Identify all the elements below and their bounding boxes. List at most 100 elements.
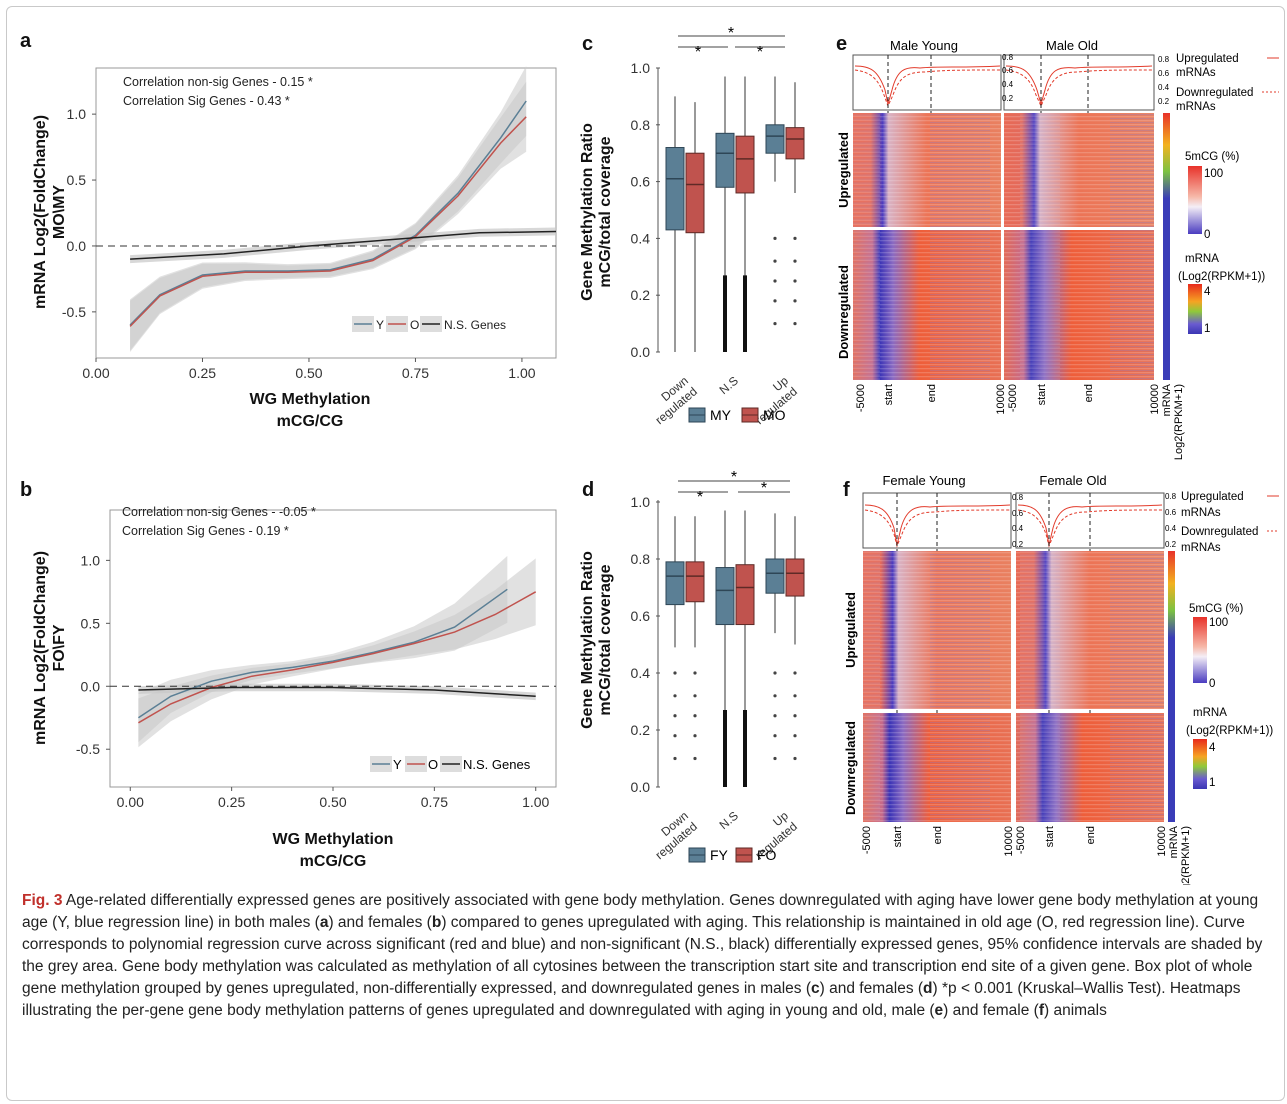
box-mo [735,135,755,194]
profile-tick-f-r4: 0.2 [1165,540,1177,549]
series-line-o [129,116,527,327]
y-tick-label: -0.5 [76,741,100,757]
xlabel-a-1: WG Methylation [250,391,371,408]
panel-label-e: e [836,33,847,55]
sig-star-d-3: * [761,480,767,497]
y-tick-label: 0.4 [631,665,651,681]
series-line-y [129,100,527,326]
ylabel-a-1: mRNA Log2(FoldChange) [32,115,49,309]
profile-tick-e-4: 0.2 [1002,94,1014,103]
legend-d-fy: FY [710,847,729,863]
sig-star-c-3: * [757,44,763,61]
outlier-point [773,734,777,738]
legend-f-mrnas-1: mRNAs [1181,507,1221,519]
y-tick-label: 1.0 [81,552,101,568]
heatmap-title-e-left: Male Young [890,38,958,53]
ylabel-a-2: MO\MY [51,185,68,240]
xtick-e-7: end [1083,384,1095,402]
legend-a-o: O [410,318,419,332]
legend-e-mrnas-1: mRNAs [1176,67,1216,79]
colorbar-f-5mcg [1193,617,1207,683]
row-label-f-down: Downregulated [843,721,858,815]
legend-d: FY FO [688,847,777,863]
profile-tick-f-r1: 0.8 [1165,492,1177,501]
outlier-point [773,756,777,761]
y-tick-label: 0.5 [67,172,87,188]
y-tick-label: 0.0 [631,779,651,795]
scale-f-5mcg: 5mCG (%) [1189,603,1243,615]
scale-e-mrna-max: 4 [1204,286,1211,298]
caption-segment: ) animals [1043,1002,1107,1019]
profile-tick-f-r2: 0.6 [1165,508,1177,517]
caption-fig-label: Fig. 3 [22,892,63,909]
legend-d-fo: FO [757,847,777,863]
xtick-f-6: start [1044,826,1056,847]
legend-c-mo: MO [763,407,786,423]
x-tick-label: 0.50 [319,794,346,810]
sig-star-c-2: * [695,44,701,61]
ci-band-nsgenes [130,227,556,264]
x-tick-label: 0.75 [421,794,448,810]
legend-e-up: Upregulated [1176,53,1239,65]
panel-e: e Male Young Male Old 0.8 0.6 0.4 0.2 0.… [836,33,1279,460]
y-tick-label: 0.2 [631,287,651,303]
outlier-point [673,671,677,675]
profile-tick-f-2: 0.6 [1012,509,1024,518]
outlier-point [773,714,777,718]
colorbar-e-mrna [1188,284,1202,334]
box-mo [685,152,705,234]
legend-b: Y O N.S. Genes [370,756,531,772]
xtick-e-6: start [1036,384,1048,405]
xtick-f-5: -5000 [1015,826,1027,854]
colorbar-e-5mcg [1188,166,1202,234]
legend-c-my: MY [710,407,732,423]
sig-star-d-1: * [731,469,737,486]
x-category-label: N.S [717,374,741,398]
figure-3: a 0.00 0.25 0.50 0.75 1.00-0.50.00.51.0 Corr… [20,25,1279,885]
caption-segment: f [1038,1002,1044,1019]
outlier-point [673,756,677,761]
scale-f-mrna-sub: (Log2(RPKM+1)) [1186,725,1273,737]
axis-ticks-b: 0.00 0.25 0.50 0.75 1.00 -0.5 0.0 0.5 1.0 [76,552,550,810]
y-tick-label: 0.6 [631,608,651,624]
axis-ticks-a: 0.00 0.25 0.50 0.75 1.00 -0.5 0.0 0.5 1.0 [62,106,536,381]
xtick-f-4: 10000 [1003,826,1015,857]
scale-e-mrna-sub: (Log2(RPKM+1)) [1178,271,1265,283]
panel-c: c Gene Methylation Ratio mCG/total cover… [579,25,805,427]
caption-body: Age-related differentially expressed gen… [22,892,1262,1019]
caption-segment: ) and female ( [943,1002,1039,1019]
scale-f-5mcg-max: 100 [1209,617,1228,629]
y-tick-label: 0.0 [631,344,651,360]
row-label-e-up: Upregulated [836,132,851,208]
xtick-f-2: start [892,826,904,847]
legend-f-down: Downregulated [1181,526,1258,538]
xtick-e-8: 10000 [1149,384,1161,415]
x-tick-label: 0.25 [218,794,245,810]
profile-e-right [1003,54,1155,111]
outlier-point [673,714,677,718]
caption-segment: ) compared to genes upregulated with agi… [22,914,1263,997]
scale-e-mrna-min: 1 [1204,323,1210,335]
caption-segment: ) and females ( [819,980,924,997]
x-category-label-part: N.S [717,374,741,398]
outlier-point [773,671,777,675]
panel-label-f: f [843,479,850,501]
regression-lines-b [137,588,537,724]
outlier-point [793,259,797,263]
outlier-point [793,236,797,240]
box-fo [685,561,705,603]
profile-tick-e-3: 0.4 [1002,80,1014,89]
ylabel-d-1: Gene Methylation Ratio [579,551,596,729]
sig-star-c-1: * [728,25,734,42]
profile-tick-f-3: 0.4 [1012,524,1024,533]
outlier-point [793,671,797,675]
profile-e-left [852,54,1002,111]
xtick-e-2: start [883,384,895,405]
box-fy [665,561,685,606]
mrna-side-bar-e [1163,113,1170,380]
outlier-point [793,299,797,303]
xlabel-a-2: mCG/CG [277,413,344,430]
colorbar-f-mrna [1193,739,1207,789]
outlier-point [673,694,677,698]
x-tick-label: 1.00 [508,365,535,381]
